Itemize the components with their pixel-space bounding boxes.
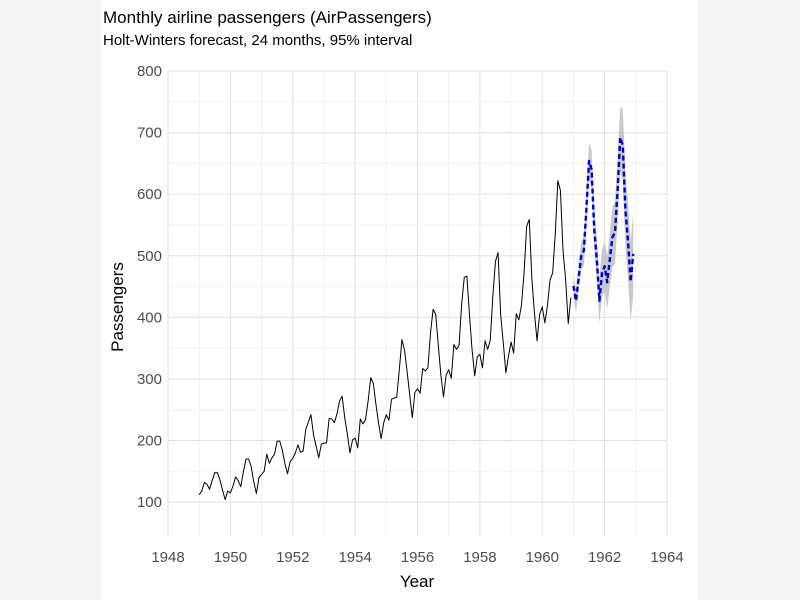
- x-tick-label: 1956: [401, 549, 434, 566]
- y-tick-label: 400: [137, 309, 162, 326]
- y-tick-labels: 100 200 300 400 500 600 700 800: [137, 63, 162, 511]
- chart-figure: Monthly airline passengers (AirPassenger…: [101, 0, 697, 600]
- x-tick-label: 1952: [276, 549, 309, 566]
- forecast-series-line: [572, 136, 635, 302]
- x-tick-label: 1958: [463, 549, 496, 566]
- x-tick-label: 1954: [338, 549, 371, 566]
- series-lines: [198, 136, 635, 501]
- x-tick-label: 1948: [151, 549, 184, 566]
- chart-title: Monthly airline passengers (AirPassenger…: [103, 8, 432, 27]
- forecast-interval-band: [573, 106, 634, 323]
- x-tick-labels: 1948 1950 1952 1954 1956 1958 1960 1962 1964: [151, 549, 683, 566]
- x-tick-label: 1962: [588, 549, 621, 566]
- forecast-interval-area: [573, 106, 634, 323]
- observed-series-line: [198, 180, 572, 501]
- y-tick-label: 600: [137, 186, 162, 203]
- y-tick-label: 700: [137, 125, 162, 142]
- x-axis-title: Year: [400, 572, 435, 591]
- y-tick-label: 500: [137, 248, 162, 265]
- chart-svg: Monthly airline passengers (AirPassenger…: [103, 8, 684, 591]
- x-tick-label: 1960: [526, 549, 559, 566]
- y-tick-label: 300: [137, 371, 162, 388]
- x-tick-label: 1950: [214, 549, 247, 566]
- y-tick-label: 100: [137, 494, 162, 511]
- y-axis-title: Passengers: [108, 262, 127, 352]
- y-tick-label: 200: [137, 433, 162, 450]
- y-tick-label: 800: [137, 63, 162, 80]
- chart-subtitle: Holt-Winters forecast, 24 months, 95% in…: [103, 32, 412, 49]
- grid: [167, 70, 668, 536]
- x-tick-label: 1964: [650, 549, 683, 566]
